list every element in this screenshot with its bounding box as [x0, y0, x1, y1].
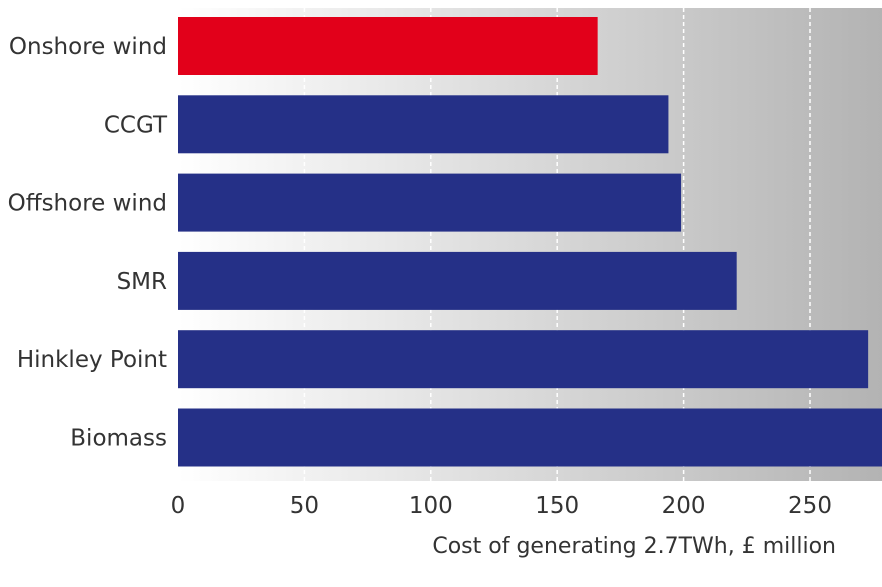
category-label-biomass: Biomass — [70, 426, 167, 452]
bars — [178, 17, 882, 467]
bar-onshore-wind — [178, 17, 598, 75]
x-tick-labels: 0 50 100 150 200 250 — [171, 493, 832, 519]
category-label-hinkley-point: Hinkley Point — [17, 347, 167, 373]
x-axis-title: Cost of generating 2.7TWh, £ million — [432, 534, 836, 559]
bar-ccgt — [178, 95, 669, 154]
category-labels: Onshore wind CCGT Offshore wind SMR Hinkley … — [8, 34, 168, 452]
category-label-smr: SMR — [117, 269, 167, 295]
category-label-offshore-wind: Offshore wind — [8, 191, 167, 217]
x-tick-label-200: 200 — [662, 493, 706, 519]
category-label-onshore-wind: Onshore wind — [9, 34, 167, 60]
bar-smr — [178, 251, 737, 310]
x-tick-label-100: 100 — [409, 493, 453, 519]
bar-offshore-wind — [178, 173, 682, 232]
plot-background — [178, 8, 882, 481]
x-tick-label-150: 150 — [535, 493, 579, 519]
bar-biomass — [178, 408, 882, 467]
bar-hinkley-point — [178, 330, 869, 389]
x-tick-label-0: 0 — [171, 493, 186, 519]
gridlines — [303, 8, 811, 481]
category-label-ccgt: CCGT — [104, 112, 168, 138]
x-tick-label-50: 50 — [290, 493, 319, 519]
x-tick-label-250: 250 — [788, 493, 832, 519]
